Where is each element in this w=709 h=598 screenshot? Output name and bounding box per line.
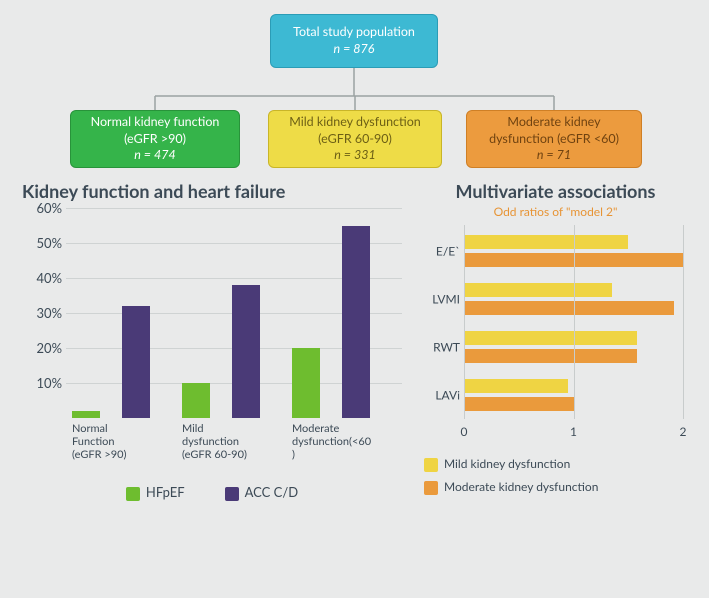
- legend-swatch: [225, 487, 239, 501]
- hbar: [464, 331, 637, 345]
- legend-swatch: [424, 458, 438, 472]
- hbar: [464, 397, 574, 411]
- legend-swatch: [126, 487, 140, 501]
- node-line2: (eGFR 60-90): [279, 131, 431, 148]
- bar: [342, 226, 370, 419]
- bar: [72, 411, 100, 418]
- h-chart-title: Multivariate associations: [424, 180, 687, 202]
- charts-row: Kidney function and heart failure 10% 20%…: [0, 180, 709, 515]
- hbar: [464, 235, 628, 249]
- bar: [292, 348, 320, 418]
- h-xtick: 2: [680, 424, 687, 439]
- legend-item: HFpEF: [126, 484, 185, 501]
- bar-ytick: 60%: [22, 200, 62, 216]
- node-line1: Moderate kidney: [477, 114, 631, 131]
- bar: [122, 306, 150, 418]
- node-line1: Mild kidney dysfunction: [279, 114, 431, 131]
- legend-swatch: [424, 481, 438, 495]
- h-xgrid: [574, 225, 575, 419]
- h-ycat: LAVi: [424, 388, 460, 403]
- bar-chart-plot: 10%20%30%40%50%60%NormalFunction(eGFR >9…: [22, 208, 402, 478]
- node-n: n = 474: [81, 147, 229, 164]
- flow-node: Normal kidney function(eGFR >90)n = 474: [70, 110, 240, 168]
- flow-node: Moderate kidneydysfunction (eGFR <60)n =…: [466, 110, 642, 168]
- bar-ytick: 20%: [22, 340, 62, 356]
- h-xtick: 0: [461, 424, 468, 439]
- bar-chart-legend: HFpEF ACC C/D: [22, 484, 402, 501]
- h-xtick: 1: [570, 424, 577, 439]
- bar: [182, 383, 210, 418]
- bar-ytick: 10%: [22, 375, 62, 391]
- flow-node: Mild kidney dysfunction(eGFR 60-90)n = 3…: [268, 110, 442, 168]
- legend-item: ACC C/D: [225, 484, 299, 501]
- node-title: Total study population: [281, 24, 427, 41]
- node-n: n = 876: [281, 41, 427, 58]
- bar-ytick: 40%: [22, 270, 62, 286]
- h-ycat: RWT: [424, 340, 460, 355]
- h-xgrid: [464, 225, 465, 419]
- h-chart-plot: 0 1 2 E/E` LVMI RWT LAVi: [424, 225, 687, 445]
- h-ycat: E/E`: [424, 244, 460, 259]
- h-chart-subtitle: Odd ratios of "model 2": [424, 204, 687, 219]
- bar-xcat: NormalFunction(eGFR >90): [72, 422, 162, 462]
- legend-item: Moderate kidney dysfunction: [424, 476, 687, 499]
- flowchart: Total study populationn = 876 Normal kidn…: [0, 0, 709, 180]
- node-line1: Normal kidney function: [81, 114, 229, 131]
- bar: [232, 285, 260, 418]
- bar-chart-panel: Kidney function and heart failure 10% 20%…: [22, 180, 402, 501]
- node-n: n = 331: [279, 147, 431, 164]
- bar-plotarea: [66, 208, 402, 418]
- node-line2: (eGFR >90): [81, 131, 229, 148]
- bar-chart-title: Kidney function and heart failure: [22, 180, 402, 202]
- h-chart-legend: Mild kidney dysfunctionModerate kidney d…: [424, 453, 687, 499]
- h-ycat: LVMI: [424, 292, 460, 307]
- node-n: n = 71: [477, 147, 631, 164]
- node-line2: dysfunction (eGFR <60): [477, 131, 631, 148]
- hbar: [464, 379, 568, 393]
- bar-ytick: 30%: [22, 305, 62, 321]
- legend-item: Mild kidney dysfunction: [424, 453, 687, 476]
- hbar: [464, 349, 637, 363]
- bar-ytick: 50%: [22, 235, 62, 251]
- hbar: [464, 301, 674, 315]
- flow-node-root: Total study populationn = 876: [270, 14, 438, 68]
- h-chart-panel: Multivariate associations Odd ratios of …: [424, 180, 687, 501]
- bar-xcat: Milddysfunction(eGFR 60-90): [182, 422, 272, 462]
- h-xgrid: [683, 225, 684, 419]
- hbar: [464, 283, 612, 297]
- bar-xcat: Moderatedysfunction(<60): [292, 422, 382, 462]
